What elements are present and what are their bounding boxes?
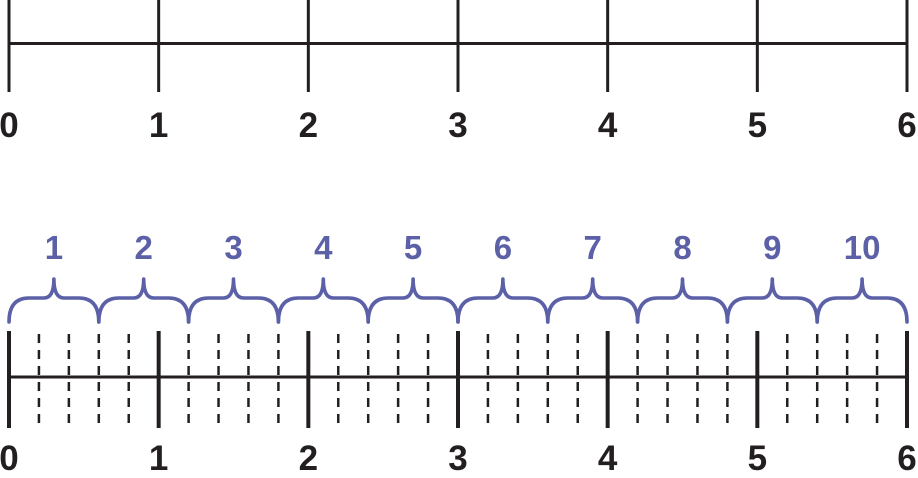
bottom-tick-label: 2 <box>299 439 318 478</box>
top-tick-label: 0 <box>0 106 19 145</box>
brace-count-label: 7 <box>584 229 602 266</box>
top-tick-label: 3 <box>448 106 467 145</box>
top-tick-label: 2 <box>299 106 318 145</box>
bottom-tick-label: 0 <box>0 439 19 478</box>
interval-brace <box>186 277 281 324</box>
top-tick-label: 1 <box>149 106 168 145</box>
interval-brace <box>366 277 460 324</box>
brace-count-label: 1 <box>45 229 63 266</box>
bottom-tick-label: 5 <box>748 439 767 478</box>
top-tick-label: 5 <box>748 106 767 145</box>
interval-brace <box>97 277 191 324</box>
interval-brace <box>546 277 640 324</box>
interval-brace <box>635 277 730 324</box>
brace-count-label: 6 <box>494 229 512 266</box>
brace-count-label: 4 <box>314 229 333 266</box>
brace-count-label: 10 <box>844 229 881 266</box>
brace-count-label: 8 <box>673 229 691 266</box>
brace-count-label: 2 <box>135 229 153 266</box>
brace-count-label: 3 <box>224 229 242 266</box>
bottom-tick-label: 3 <box>448 439 467 478</box>
interval-brace <box>7 277 101 324</box>
interval-brace <box>276 277 370 324</box>
bottom-number-line: 1 2 3 4 5 6 7 8 9 10 0 1 2 3 4 5 6 <box>0 229 917 478</box>
top-tick-label: 4 <box>598 106 618 145</box>
bottom-tick-label: 6 <box>897 439 916 478</box>
brace-count-label: 9 <box>763 229 781 266</box>
interval-brace <box>725 277 819 324</box>
interval-brace <box>815 277 909 324</box>
top-number-line: 0 1 2 3 4 5 6 <box>0 0 917 145</box>
bottom-tick-label: 4 <box>598 439 618 478</box>
interval-brace <box>456 277 550 324</box>
top-tick-label: 6 <box>897 106 916 145</box>
brace-count-label: 5 <box>404 229 422 266</box>
bottom-tick-label: 1 <box>149 439 168 478</box>
